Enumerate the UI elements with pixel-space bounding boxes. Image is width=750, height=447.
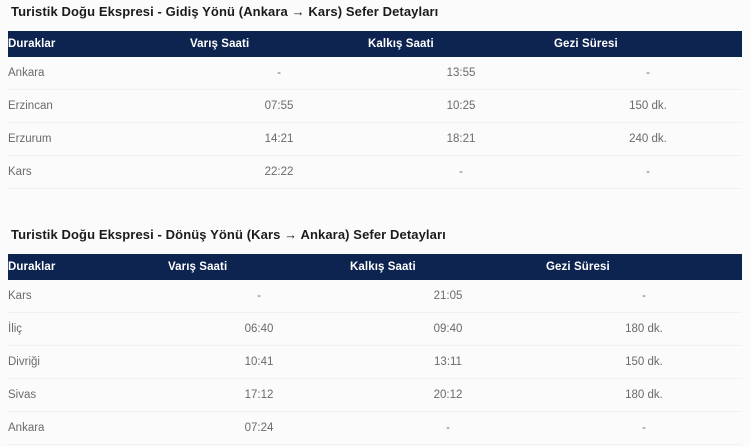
cell-duration: 180 dk. — [546, 378, 742, 412]
column-header-varis-saati: Varış Saati — [190, 31, 368, 57]
header-row: Duraklar Varış Saati Kalkış Saati Gezi S… — [8, 254, 742, 280]
cell-departure: 21:05 — [350, 280, 546, 313]
cell-duration: 150 dk. — [554, 89, 742, 123]
cell-duration: - — [554, 57, 742, 90]
column-header-duraklar: Duraklar — [8, 254, 168, 280]
cell-stop: Ankara — [8, 57, 190, 90]
cell-duration: - — [546, 280, 742, 313]
cell-arrival: 07:24 — [168, 411, 350, 445]
table-row: Divriği 10:41 13:11 150 dk. — [8, 345, 742, 379]
cell-stop: Kars — [8, 155, 190, 189]
cell-stop: Sivas — [8, 378, 168, 412]
cell-departure: - — [350, 411, 546, 445]
table-body-donus: Kars - 21:05 - İliç 06:40 09:40 180 dk. … — [8, 280, 742, 445]
table-row: Sivas 17:12 20:12 180 dk. — [8, 378, 742, 412]
column-header-duraklar: Duraklar — [8, 31, 190, 57]
cell-arrival: 10:41 — [168, 345, 350, 379]
cell-arrival: - — [168, 280, 350, 313]
table-row: İliç 06:40 09:40 180 dk. — [8, 312, 742, 346]
section-title-gidis: Turistik Doğu Ekspresi - Gidiş Yönü (Ank… — [11, 4, 439, 19]
table-row: Erzurum 14:21 18:21 240 dk. — [8, 122, 742, 156]
table-row: Kars - 21:05 - — [8, 280, 742, 313]
cell-departure: 18:21 — [368, 122, 554, 156]
section-title-donus: Turistik Doğu Ekspresi - Dönüş Yönü (Kar… — [11, 227, 446, 242]
cell-stop: Erzurum — [8, 122, 190, 156]
cell-departure: 20:12 — [350, 378, 546, 412]
cell-departure: 13:11 — [350, 345, 546, 379]
cell-departure: 09:40 — [350, 312, 546, 346]
column-header-gezi-suresi: Gezi Süresi — [546, 254, 742, 280]
cell-stop: Erzincan — [8, 89, 190, 123]
table-row: Kars 22:22 - - — [8, 155, 742, 189]
cell-arrival: 14:21 — [190, 122, 368, 156]
header-row: Duraklar Varış Saati Kalkış Saati Gezi S… — [8, 31, 742, 57]
cell-stop: Kars — [8, 280, 168, 313]
cell-departure: 13:55 — [368, 57, 554, 90]
column-header-varis-saati: Varış Saati — [168, 254, 350, 280]
cell-arrival: 22:22 — [190, 155, 368, 189]
cell-duration: 240 dk. — [554, 122, 742, 156]
cell-duration: 150 dk. — [546, 345, 742, 379]
cell-departure: 10:25 — [368, 89, 554, 123]
schedule-table-donus: Duraklar Varış Saati Kalkış Saati Gezi S… — [8, 254, 742, 445]
table-header-donus: Duraklar Varış Saati Kalkış Saati Gezi S… — [8, 254, 742, 280]
cell-stop: İliç — [8, 312, 168, 346]
section-gidis: Turistik Doğu Ekspresi - Gidiş Yönü (Ank… — [0, 5, 742, 189]
table-body-gidis: Ankara - 13:55 - Erzincan 07:55 10:25 15… — [8, 57, 742, 189]
cell-duration: - — [546, 411, 742, 445]
column-header-kalkis-saati: Kalkış Saati — [368, 31, 554, 57]
table-row: Ankara 07:24 - - — [8, 411, 742, 445]
cell-duration: - — [554, 155, 742, 189]
cell-arrival: 06:40 — [168, 312, 350, 346]
cell-arrival: - — [190, 57, 368, 90]
cell-arrival: 07:55 — [190, 89, 368, 123]
cell-stop: Ankara — [8, 411, 168, 445]
table-row: Erzincan 07:55 10:25 150 dk. — [8, 89, 742, 123]
cell-duration: 180 dk. — [546, 312, 742, 346]
schedule-table-gidis: Duraklar Varış Saati Kalkış Saati Gezi S… — [8, 31, 742, 189]
cell-arrival: 17:12 — [168, 378, 350, 412]
column-header-gezi-suresi: Gezi Süresi — [554, 31, 742, 57]
table-header-gidis: Duraklar Varış Saati Kalkış Saati Gezi S… — [8, 31, 742, 57]
section-donus: Turistik Doğu Ekspresi - Dönüş Yönü (Kar… — [0, 228, 742, 445]
column-header-kalkis-saati: Kalkış Saati — [350, 254, 546, 280]
cell-stop: Divriği — [8, 345, 168, 379]
cell-departure: - — [368, 155, 554, 189]
table-row: Ankara - 13:55 - — [8, 57, 742, 90]
